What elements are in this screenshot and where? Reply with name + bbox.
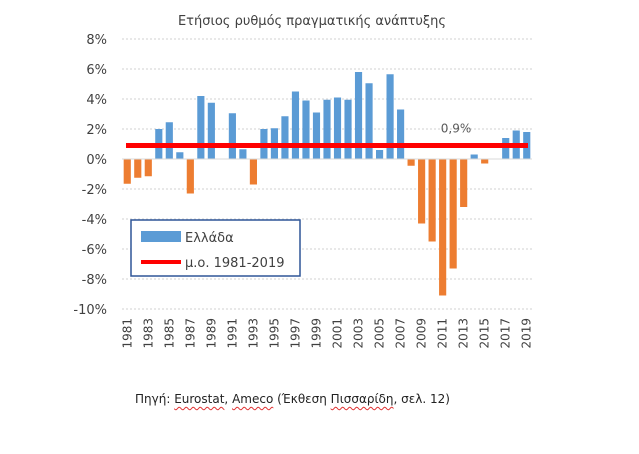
x-tick-label: 2011 <box>436 318 450 349</box>
bar-2003 <box>354 72 363 159</box>
bar-2015 <box>481 159 489 164</box>
x-tick-label: 1983 <box>141 318 155 349</box>
y-tick-label: 8% <box>86 33 107 48</box>
source-note: Πηγή: Eurostat, Ameco (Έκθεση Πισσαρίδη,… <box>135 392 450 406</box>
bar-2007 <box>397 109 405 159</box>
bar-1986 <box>176 152 184 159</box>
y-tick-label: 6% <box>86 63 107 78</box>
source-pissarides: Πισσαρίδη <box>330 392 394 406</box>
bar-1985 <box>165 122 173 159</box>
bar-2002 <box>344 99 352 159</box>
x-tick-label: 1999 <box>309 318 323 349</box>
y-tick-label: -4% <box>82 213 107 228</box>
bar-2013 <box>460 159 468 207</box>
average-line-label: 0,9% <box>441 122 472 136</box>
source-sep1: , <box>224 392 233 406</box>
bar-1991 <box>228 113 236 159</box>
chart-title: Ετήσιος ρυθμός πραγματικής ανάπτυξης <box>178 14 446 29</box>
y-tick-label: -6% <box>82 243 107 258</box>
bar-2009 <box>418 159 426 224</box>
x-tick-label: 1985 <box>162 318 176 349</box>
legend-swatch-greece <box>141 231 181 242</box>
bar-2001 <box>333 97 342 159</box>
x-tick-label: 1993 <box>246 318 260 349</box>
x-tick-label: 2003 <box>352 318 366 349</box>
bar-1999 <box>312 112 321 159</box>
bar-1987 <box>186 159 194 194</box>
x-axis-ticks: 1981 1983 1985 1987 1989 1991 1993 1995 1997 1999… <box>120 318 533 349</box>
x-tick-label: 1991 <box>225 318 239 349</box>
x-tick-label: 2009 <box>415 318 429 349</box>
bar-2011 <box>439 159 447 296</box>
source-suffix: , σελ. 12) <box>393 392 450 406</box>
bar-1997 <box>291 91 300 159</box>
growth-chart: Ετήσιος ρυθμός πραγματικής ανάπτυξης 8% 6… <box>73 14 533 349</box>
bar-2010 <box>428 159 436 242</box>
x-tick-label: 2007 <box>394 318 408 349</box>
bar-2012 <box>449 159 457 269</box>
x-tick-label: 2001 <box>331 318 345 349</box>
bar-1988 <box>197 96 205 159</box>
y-tick-label: -10% <box>73 303 107 318</box>
y-tick-label: 2% <box>86 123 107 138</box>
y-axis-ticks: 8% 6% 4% 2% 0% -2% -4% -6% -8% -10% <box>73 33 107 318</box>
bar-2014 <box>470 154 478 159</box>
bar-2004 <box>365 83 373 159</box>
x-tick-label: 1989 <box>204 318 218 349</box>
y-tick-label: 0% <box>86 153 107 168</box>
y-tick-label: -8% <box>82 273 107 288</box>
bar-1998 <box>302 100 310 159</box>
legend-label-greece: Ελλάδα <box>185 231 234 246</box>
x-tick-label: 2013 <box>457 318 471 349</box>
legend-box <box>130 219 301 277</box>
source-prefix: Πηγή: <box>135 392 175 406</box>
y-tick-label: -2% <box>82 183 107 198</box>
source-sep2: (Έκθεση <box>273 392 331 406</box>
bar-1983 <box>144 159 152 177</box>
bar-2006 <box>386 74 394 159</box>
x-tick-label: 2019 <box>520 318 534 349</box>
x-tick-label: 1987 <box>183 318 197 349</box>
y-tick-label: 4% <box>86 93 107 108</box>
bar-1981 <box>123 159 131 184</box>
x-tick-label: 2015 <box>478 318 492 349</box>
source-eurostat: Eurostat <box>174 392 225 406</box>
bar-1993 <box>249 159 257 185</box>
legend: Ελλάδα μ.ο. 1981-2019 <box>130 219 301 277</box>
source-ameco: Ameco <box>232 392 274 406</box>
bar-1989 <box>207 102 215 159</box>
x-tick-label: 1997 <box>288 318 302 349</box>
bar-2005 <box>375 150 384 159</box>
x-tick-label: 1995 <box>267 318 281 349</box>
bar-2017 <box>502 138 510 159</box>
x-tick-label: 1981 <box>120 318 134 349</box>
bar-2000 <box>323 99 331 159</box>
bar-2008 <box>407 159 415 166</box>
legend-label-average: μ.ο. 1981-2019 <box>185 256 284 271</box>
x-tick-label: 2017 <box>499 318 513 349</box>
bar-1996 <box>281 116 289 159</box>
bar-1992 <box>239 149 247 159</box>
bar-1982 <box>134 159 142 178</box>
x-tick-label: 2005 <box>373 318 387 349</box>
